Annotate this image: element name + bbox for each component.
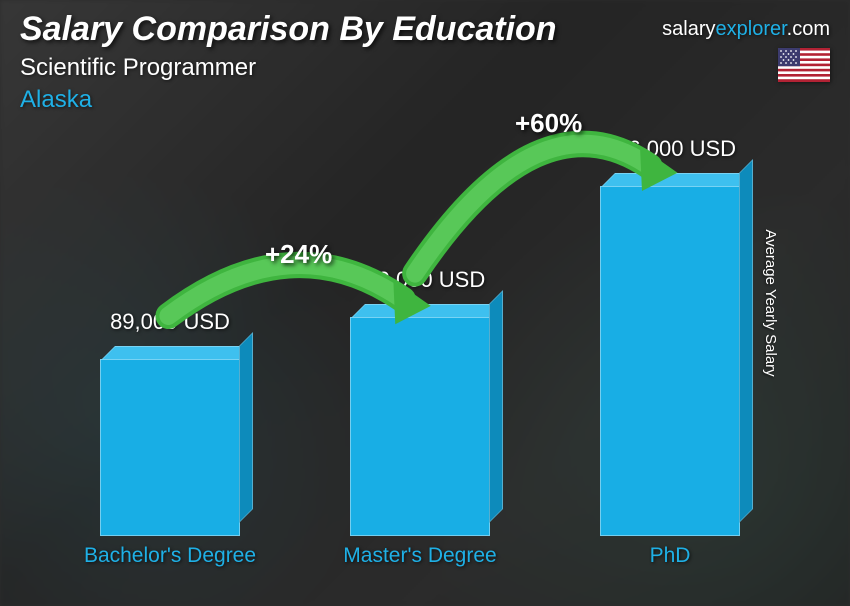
us-flag-icon xyxy=(778,48,830,82)
bar xyxy=(350,317,490,536)
arrow-percent-label: +60% xyxy=(515,108,582,139)
watermark: salaryexplorer.com xyxy=(662,18,830,41)
content-root: Salary Comparison By Education Scientifi… xyxy=(0,0,850,606)
bar-category-label: Master's Degree xyxy=(330,544,510,568)
bar-side-face xyxy=(239,332,253,523)
bar-top-face xyxy=(601,173,753,187)
watermark-mid: explorer xyxy=(716,18,787,40)
chart-subtitle: Scientific Programmer xyxy=(20,54,256,82)
bar-value-label: 89,000 USD xyxy=(70,309,270,335)
bar-value-label: 176,000 USD xyxy=(570,136,770,162)
bar-top-face xyxy=(351,304,503,318)
bar-category-label: PhD xyxy=(580,544,760,568)
watermark-prefix: salary xyxy=(662,18,715,40)
bar xyxy=(600,186,740,536)
bar-value-label: 110,000 USD xyxy=(320,267,520,293)
bar-side-face xyxy=(489,290,503,523)
arrow-percent-label: +24% xyxy=(265,239,332,270)
bar-category-label: Bachelor's Degree xyxy=(80,544,260,568)
bar-top-face xyxy=(101,346,253,360)
watermark-suffix: .com xyxy=(787,18,830,40)
chart-location: Alaska xyxy=(20,86,92,114)
bar-side-face xyxy=(739,159,753,523)
bar xyxy=(100,359,240,536)
bar-chart: 89,000 USD Bachelor's Degree 110,000 USD Ma… xyxy=(40,120,790,586)
chart-title: Salary Comparison By Education xyxy=(20,10,557,49)
